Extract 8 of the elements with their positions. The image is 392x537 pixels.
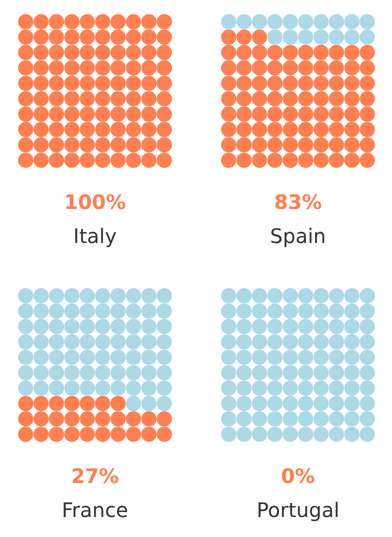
data-label: 83% xyxy=(273,190,323,214)
data-label: 27% xyxy=(70,464,120,488)
category-label: Spain xyxy=(269,224,327,248)
category-label: France xyxy=(60,498,130,522)
data-label: 0% xyxy=(280,464,316,488)
data-label: 100% xyxy=(63,190,127,214)
category-label: Italy xyxy=(72,224,118,248)
category-label: Portugal xyxy=(256,498,340,522)
